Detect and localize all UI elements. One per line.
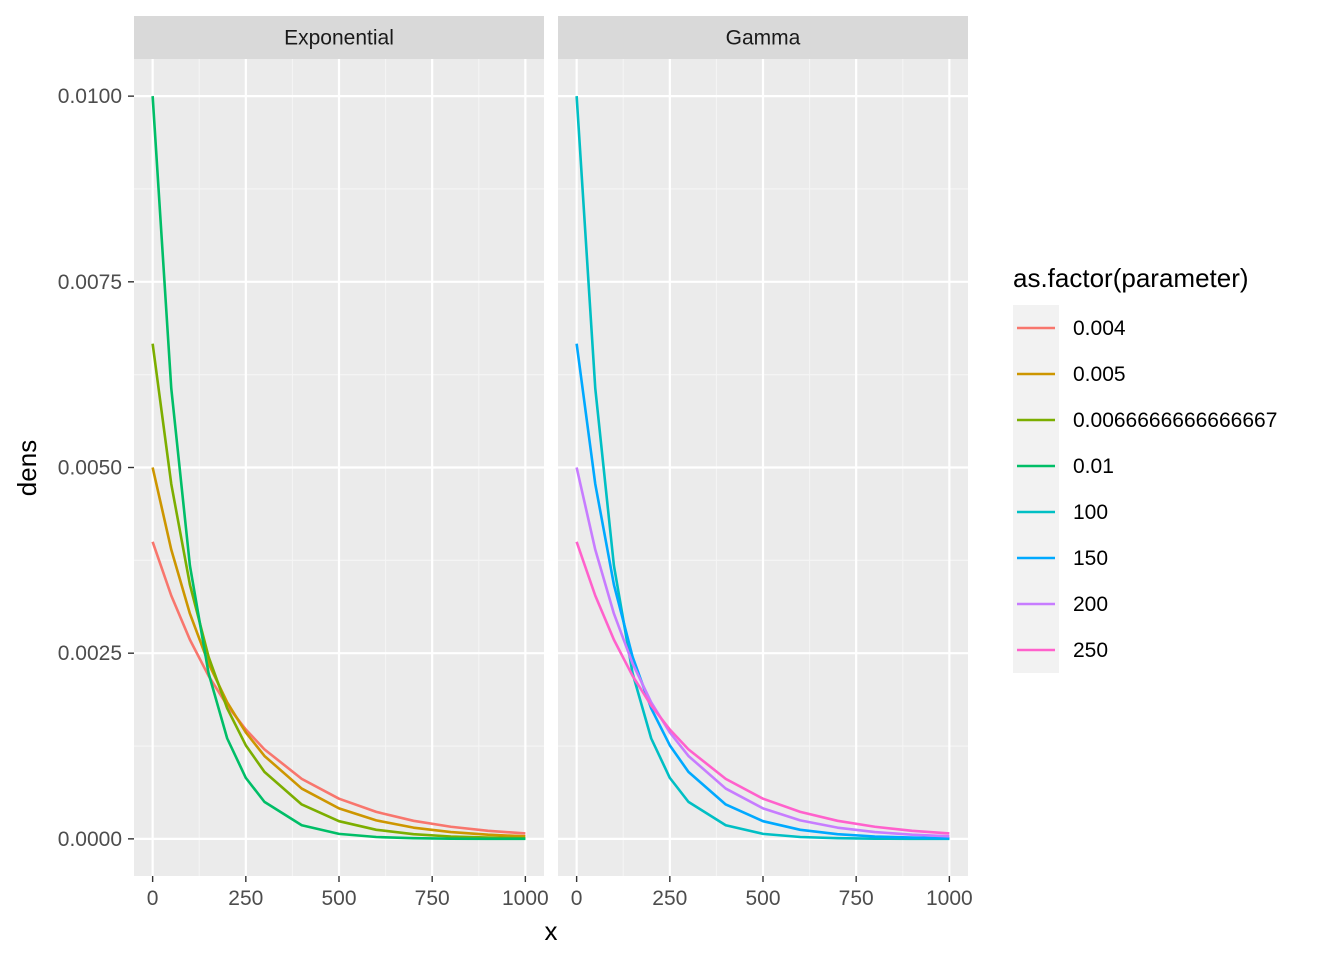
- x-tick-label: 0: [147, 887, 159, 910]
- x-tick-label: 250: [652, 887, 687, 910]
- x-tick-label: 250: [228, 887, 263, 910]
- panels-layer: Exponential 0 250 500 750 1000 Gamma 0 250 500 750…: [134, 16, 973, 910]
- facet-panel-gamma: Gamma 0 250 500 750 1000: [558, 16, 973, 910]
- legend-label: 0.0066666666666667: [1073, 409, 1277, 432]
- legend-label: 0.01: [1073, 455, 1114, 478]
- y-tick-label: 0.0025: [58, 642, 122, 665]
- x-tick-label: 500: [321, 887, 356, 910]
- legend-label: 100: [1073, 501, 1108, 524]
- x-tick-label: 0: [571, 887, 583, 910]
- legend: as.factor(parameter) 0.004 0.005 0.0066666…: [1013, 263, 1277, 673]
- x-tick-label: 500: [745, 887, 780, 910]
- facet-strip-label: Gamma: [726, 27, 801, 50]
- y-tick-label: 0.0075: [58, 271, 122, 294]
- y-axis: 0.0000 0.0025 0.0050 0.0075 0.0100: [58, 85, 134, 851]
- x-tick-label: 1000: [926, 887, 973, 910]
- legend-label: 200: [1073, 593, 1108, 616]
- facet-panel-exponential: Exponential 0 250 500 750 1000: [134, 16, 549, 910]
- facet-strip-label: Exponential: [284, 27, 394, 50]
- legend-label: 150: [1073, 547, 1108, 570]
- chart-svg: Exponential 0 250 500 750 1000 Gamma 0 250 500 750…: [0, 0, 1344, 960]
- legend-key-background: [1013, 305, 1059, 673]
- x-axis-title: x: [545, 916, 558, 946]
- faceted-density-chart: Exponential 0 250 500 750 1000 Gamma 0 250 500 750…: [0, 0, 1344, 960]
- y-tick-label: 0.0050: [58, 457, 122, 480]
- x-tick-label: 750: [415, 887, 450, 910]
- y-tick-label: 0.0100: [58, 85, 122, 108]
- legend-label: 250: [1073, 639, 1108, 662]
- x-tick-label: 1000: [502, 887, 549, 910]
- y-tick-label: 0.0000: [58, 828, 122, 851]
- legend-label: 0.005: [1073, 363, 1126, 386]
- x-tick-label: 750: [839, 887, 874, 910]
- legend-title: as.factor(parameter): [1013, 263, 1249, 293]
- y-axis-title: dens: [12, 440, 42, 496]
- legend-label: 0.004: [1073, 317, 1126, 340]
